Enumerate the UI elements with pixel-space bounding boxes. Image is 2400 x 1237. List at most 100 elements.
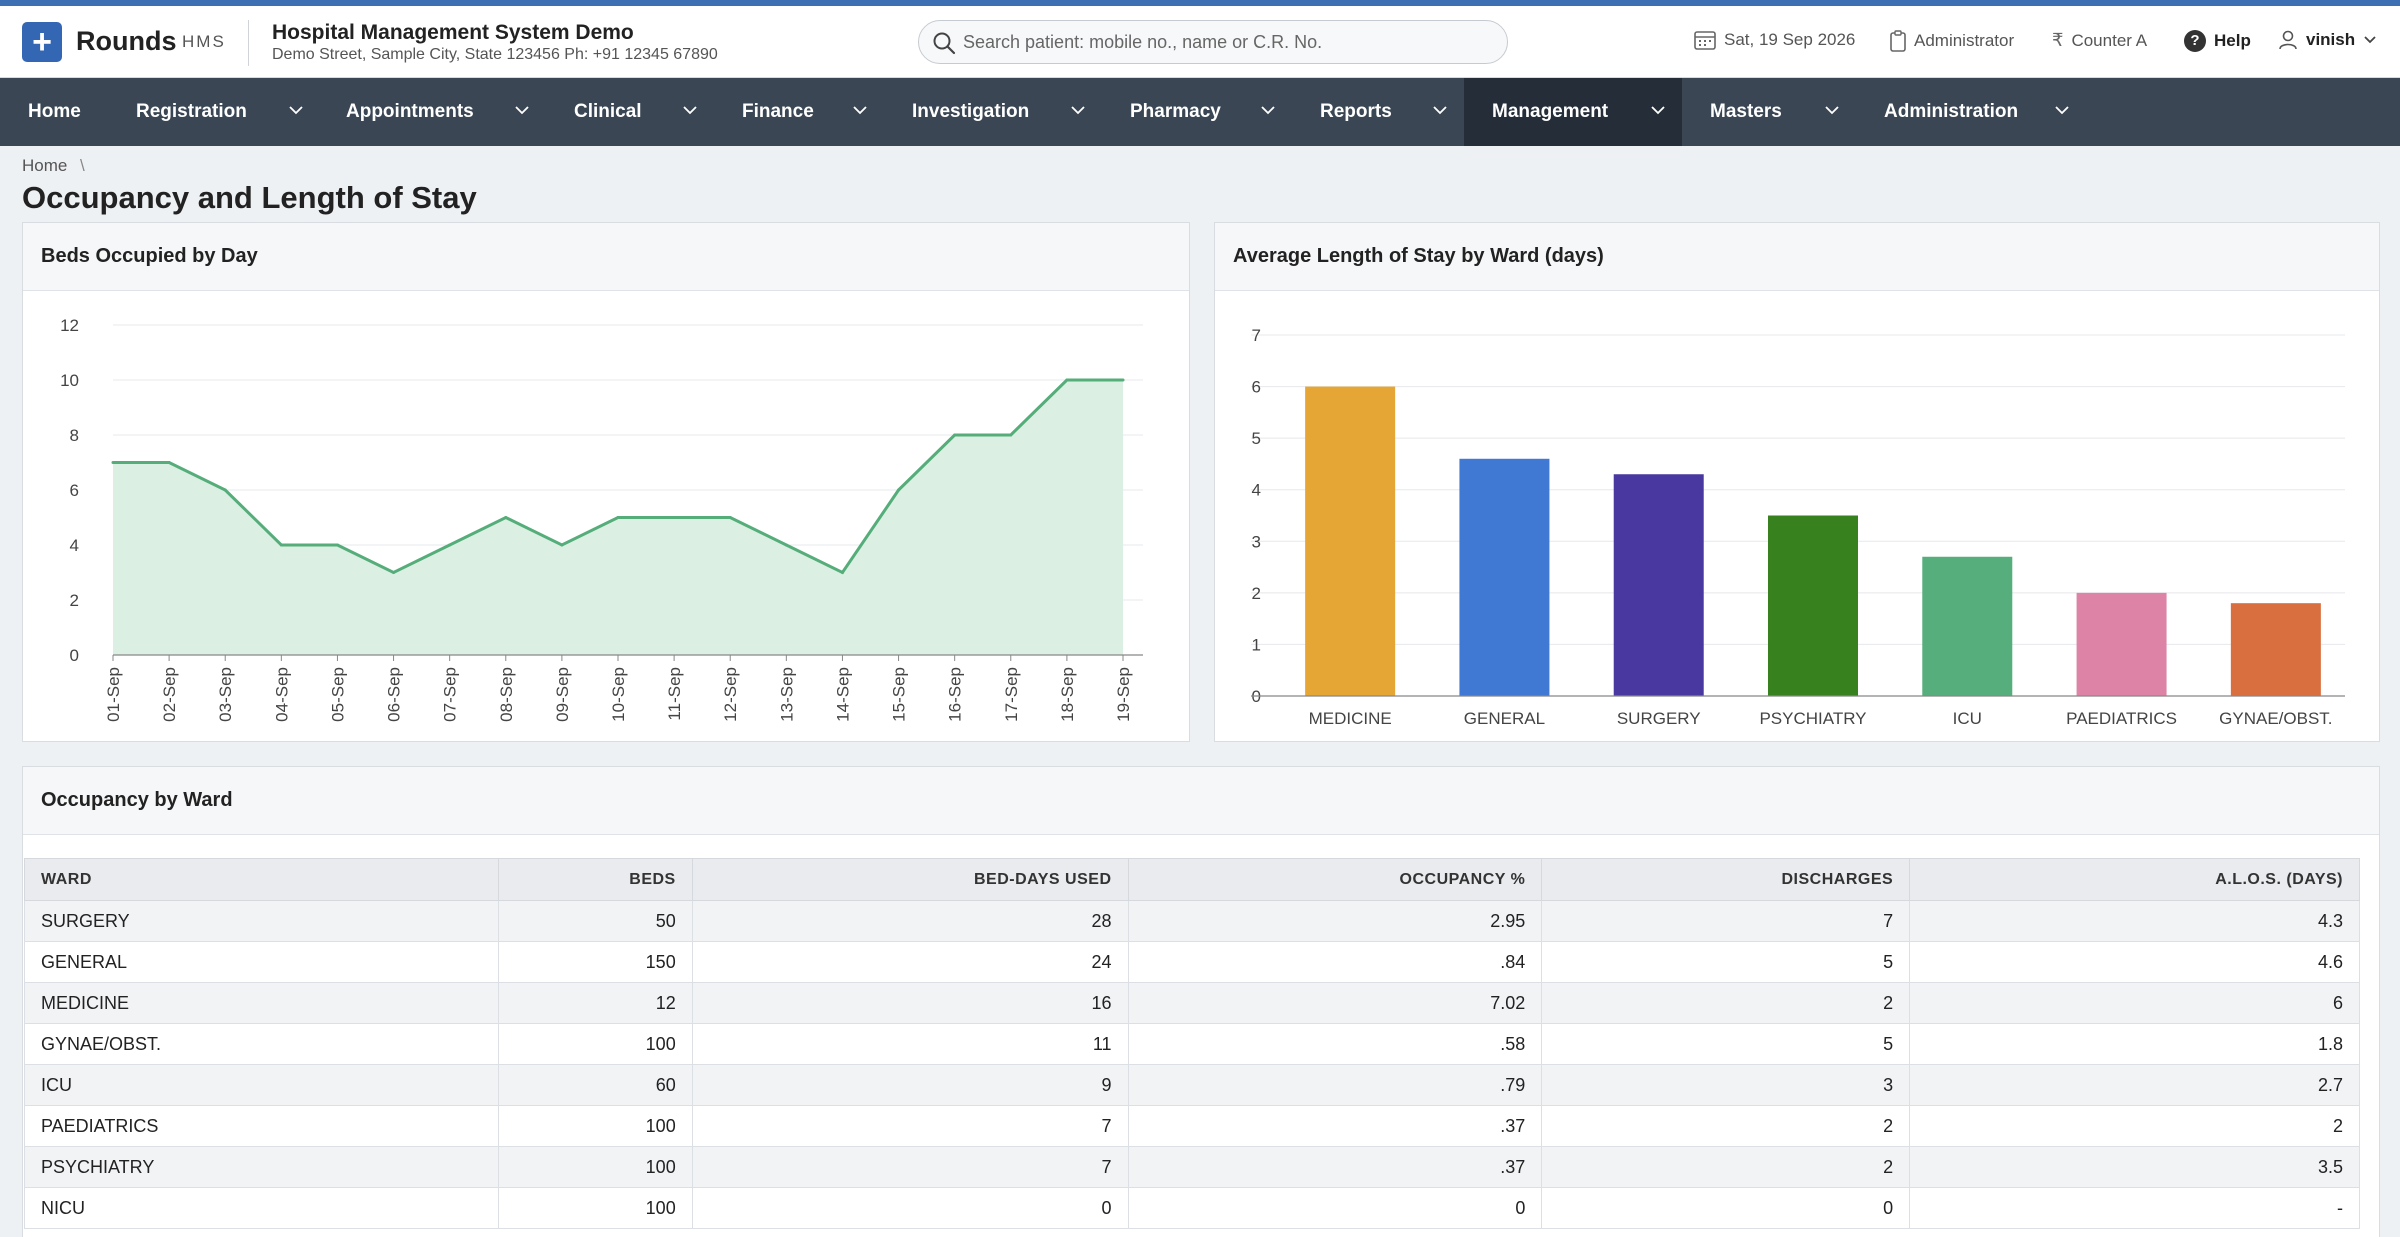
bar [2230,603,2321,696]
cell-ward: PSYCHIATRY [24,1146,499,1188]
main-navigation: Home Registration Appointments Clinical … [0,78,2400,146]
top-accent-bar [0,0,2400,6]
x-tick-label: 04-Sep [272,667,291,722]
nav-registration[interactable]: Registration [108,78,318,146]
cell-discharges: 5 [1541,941,1911,983]
x-tick-label: 11-Sep [665,667,684,721]
cell-alos: 4.6 [1909,941,2360,983]
table-row[interactable]: GYNAE/OBST. 100 11.58 5 1.8 [24,1023,2360,1065]
data-point [167,461,171,464]
cell-discharges: 2 [1541,982,1911,1024]
alos-chart-title: Average Length of Stay by Ward (days) [1233,245,1604,267]
cell-bed-days: 28 [691,900,1129,942]
nav-clinical[interactable]: Clinical [546,78,714,146]
calendar-icon [1694,31,1716,50]
table-row[interactable]: SURGERY 50 28 2.95 7 4.3 [24,900,2360,942]
bar [1305,386,1396,696]
nav-management[interactable]: Management [1464,78,1682,146]
col-alos[interactable]: A.L.O.S. (DAYS) [1909,858,2360,901]
nav-masters[interactable]: Masters [1682,78,1856,146]
search-icon [933,32,956,55]
col-discharges[interactable]: DISCHARGES [1541,858,1911,901]
nav-finance[interactable]: Finance [714,78,884,146]
y-tick-label: 8 [70,426,79,445]
bar [2076,592,2167,696]
table-row[interactable]: NICU 100 0 0 0- [24,1187,2360,1229]
plus-logo-icon[interactable]: + [22,22,62,62]
chevron-down-icon [1071,106,1085,115]
chevron-down-icon [1651,106,1665,115]
x-tick-label: 12-Sep [721,667,740,722]
nav-pharmacy[interactable]: Pharmacy [1102,78,1292,146]
data-point [1121,378,1125,382]
cell-alos: 2 [1909,1105,2360,1147]
col-beds[interactable]: BEDS [497,858,693,901]
cell-bed-days: 7 [691,1146,1129,1188]
x-tick-label: 02-Sep [160,667,179,722]
x-tick-label: 14-Sep [833,667,852,722]
x-tick-label: 07-Sep [441,667,460,722]
counter-display[interactable]: ₹ Counter A [2052,30,2147,51]
y-tick-label: 4 [1252,481,1261,500]
cell-occupancy: 0 [1127,1187,1543,1229]
table-row[interactable]: MEDICINE 12 16 7.02 2 6 [24,982,2360,1024]
brand-name[interactable]: Rounds [76,26,177,56]
bar [1613,474,1704,696]
x-tick-label: ICU [1953,709,1982,728]
cell-ward: SURGERY [24,900,499,942]
cell-beds: 12 [497,982,693,1024]
y-tick-label: 4 [70,536,79,555]
clipboard-icon [1890,30,1906,52]
page-title: Occupancy and Length of Stay [22,180,477,215]
table-title: Occupancy by Ward [41,789,233,811]
data-point [560,543,564,547]
x-tick-label: 17-Sep [1002,667,1021,722]
nav-investigation[interactable]: Investigation [884,78,1102,146]
table-header-row: WARD BEDS BED-DAYS USED OCCUPANCY % DISC… [24,858,2360,901]
data-point [335,543,339,547]
y-tick-label: 5 [1252,429,1261,448]
cell-beds: 150 [497,941,693,983]
organization-address: Demo Street, Sample City, State 123456 P… [272,46,718,63]
data-point [840,571,844,574]
data-point [897,488,901,492]
y-tick-label: 6 [1252,378,1261,397]
patient-search [918,20,1508,64]
search-input[interactable] [963,21,1493,63]
user-icon [2279,30,2297,50]
cell-discharges: 5 [1541,1023,1911,1065]
help-link[interactable]: ? Help [2184,30,2251,52]
cell-bed-days: 9 [691,1064,1129,1106]
table-row[interactable]: ICU 60 9.79 3 2.7 [24,1064,2360,1106]
counter-text: Counter A [2071,30,2148,50]
beds-chart-title: Beds Occupied by Day [41,245,258,267]
col-bed-days[interactable]: BED-DAYS USED [691,858,1129,901]
nav-appointments[interactable]: Appointments [318,78,546,146]
table-row[interactable]: PSYCHIATRY 100 7.37 2 3.5 [24,1146,2360,1188]
table-row[interactable]: GENERAL 150 24.84 5 4.6 [24,941,2360,983]
role-display[interactable]: Administrator [1890,30,2014,52]
table-row[interactable]: PAEDIATRICS 100 7.37 2 2 [24,1105,2360,1147]
nav-reports[interactable]: Reports [1292,78,1464,146]
y-tick-label: 2 [70,591,79,610]
cell-occupancy: .79 [1127,1064,1543,1106]
data-point [504,516,508,519]
x-tick-label: 01-Sep [104,667,123,722]
cell-ward: NICU [24,1187,499,1229]
x-tick-label: 05-Sep [328,667,347,722]
breadcrumb-home[interactable]: Home [22,156,68,175]
cell-occupancy: .58 [1127,1023,1543,1065]
nav-administration[interactable]: Administration [1856,78,2086,146]
x-tick-label: GENERAL [1464,709,1545,728]
beds-occupied-chart: 0 2 4 6 8 10 12 01-Sep 02-Sep 03-Sep 04-Sep 05-Sep 0… [60,316,1143,722]
cell-bed-days: 11 [691,1023,1129,1065]
user-menu[interactable]: vinish [2278,30,2377,50]
col-occupancy[interactable]: OCCUPANCY % [1127,858,1543,901]
col-ward[interactable]: WARD [24,858,499,901]
cell-beds: 100 [497,1023,693,1065]
x-tick-label: 13-Sep [777,667,796,722]
nav-home[interactable]: Home [28,101,81,122]
cell-occupancy: .37 [1127,1146,1543,1188]
cell-ward: MEDICINE [24,982,499,1024]
chevron-down-icon [289,106,303,115]
